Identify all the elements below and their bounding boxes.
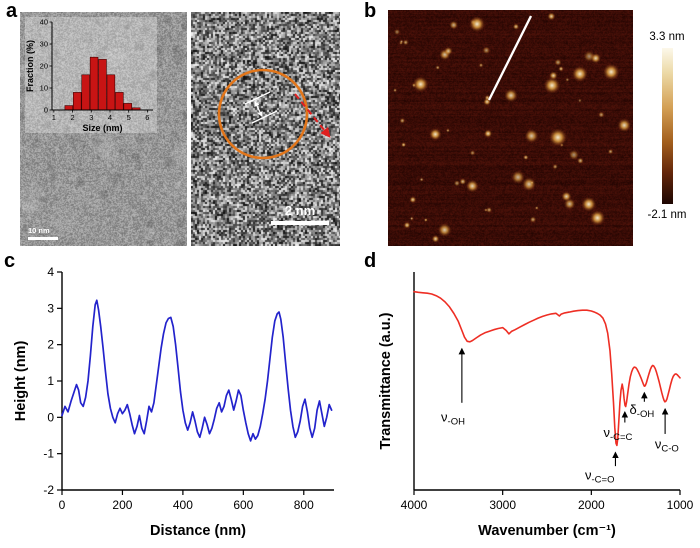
x-tick-label: 4 bbox=[108, 113, 112, 122]
annotation-label: δ-OH bbox=[630, 402, 655, 420]
x-tick-label: 2000 bbox=[578, 498, 605, 512]
panel-label-b: b bbox=[364, 0, 377, 22]
size-histogram-inset: 1 2 3 4 5 6 0 10 20 30 40 Size (nm) Fraction (%) bbox=[25, 17, 157, 133]
x-tick-label: 3 bbox=[89, 113, 93, 122]
x-tick-label: 0 bbox=[59, 498, 66, 512]
x-tick-label: 5 bbox=[127, 113, 131, 122]
y-tick-label: 0 bbox=[44, 106, 48, 115]
x-tick-label: 600 bbox=[233, 498, 253, 512]
afm-canvas bbox=[388, 10, 633, 246]
annotation-label: νC-O bbox=[655, 436, 679, 454]
y-tick-label: 40 bbox=[40, 18, 48, 27]
y-tick-label: -2 bbox=[43, 483, 54, 497]
annotation-label: ν-C=O bbox=[585, 468, 614, 486]
tem-scalebar-overlay: 10 nm bbox=[28, 226, 58, 240]
y-tick-label: 2 bbox=[47, 338, 54, 352]
y-axis-title: Transmittance (a.u.) bbox=[378, 312, 394, 449]
height-profile-curve bbox=[61, 299, 333, 442]
afm-image bbox=[388, 10, 633, 246]
y-tick-label: 0 bbox=[47, 410, 54, 424]
tem-scale-label: 10 nm bbox=[28, 226, 50, 235]
lattice-spacing-arrow bbox=[254, 100, 263, 118]
ftir-spectrum-chart: 4000 3000 2000 1000 Wavenumber (cm⁻¹) Transmi… bbox=[378, 272, 694, 539]
x-tick-label: 4000 bbox=[401, 498, 428, 512]
lattice-fringe-line bbox=[251, 110, 278, 124]
x-axis-title: Distance (nm) bbox=[150, 523, 246, 539]
x-tick-label: 400 bbox=[173, 498, 193, 512]
y-axis-title: Height (nm) bbox=[13, 341, 29, 422]
y-tick-label: 30 bbox=[40, 40, 48, 49]
tem-scale-bar bbox=[28, 237, 58, 240]
y-tick-label: 1 bbox=[47, 374, 54, 388]
colorbar-max-label: 3.3 nm bbox=[649, 31, 685, 43]
ftir-curve bbox=[413, 290, 681, 447]
dashed-red-arrow bbox=[294, 93, 331, 138]
height-profile-chart: 0 200 400 600 800 -2 -1 0 1 2 3 4 Distance (nm) Heigh… bbox=[13, 265, 334, 539]
annotation-label: ν-C=C bbox=[603, 425, 632, 443]
hrtem-micrograph: 2 nm bbox=[191, 12, 340, 246]
afm-colorbar: 3.3 nm -2.1 nm bbox=[636, 30, 698, 222]
hrtem-scale-bar bbox=[271, 221, 329, 225]
x-axis-title: Wavenumber (cm⁻¹) bbox=[478, 523, 616, 539]
x-tick-label: 800 bbox=[294, 498, 314, 512]
profile-section-line bbox=[487, 15, 533, 101]
x-tick-label: 1 bbox=[52, 113, 56, 122]
x-tick-label: 2 bbox=[70, 113, 74, 122]
lattice-region-circle bbox=[217, 68, 309, 160]
colorbar-min-label: -2.1 nm bbox=[647, 209, 687, 221]
x-tick-label: 3000 bbox=[489, 498, 516, 512]
tem-micrograph: 1 2 3 4 5 6 0 10 20 30 40 Size (nm) Fraction (%) 10 … bbox=[20, 12, 187, 246]
panel-label-d: d bbox=[364, 250, 377, 272]
lattice-fringe-line bbox=[244, 91, 271, 105]
hrtem-annotations: 2 nm bbox=[217, 68, 331, 225]
panel-label-c: c bbox=[4, 250, 16, 272]
y-tick-label: -1 bbox=[43, 447, 54, 461]
panel-label-a: a bbox=[6, 0, 18, 22]
y-tick-label: 20 bbox=[40, 62, 48, 71]
y-tick-label: 10 bbox=[40, 84, 48, 93]
y-tick-label: 4 bbox=[47, 265, 54, 279]
tem-canvas bbox=[20, 12, 187, 246]
x-axis-title: Size (nm) bbox=[82, 123, 122, 133]
x-tick-label: 200 bbox=[112, 498, 132, 512]
x-tick-label: 6 bbox=[145, 113, 149, 122]
x-tick-label: 1000 bbox=[667, 498, 694, 512]
hrtem-scale-label: 2 nm bbox=[285, 203, 315, 218]
y-axis-title: Fraction (%) bbox=[25, 40, 35, 92]
annotation-label: ν-OH bbox=[441, 409, 465, 427]
colorbar-gradient bbox=[661, 48, 673, 204]
hrtem-canvas bbox=[191, 12, 340, 246]
y-tick-label: 3 bbox=[47, 301, 54, 315]
afm-profile-overlay bbox=[487, 15, 533, 101]
